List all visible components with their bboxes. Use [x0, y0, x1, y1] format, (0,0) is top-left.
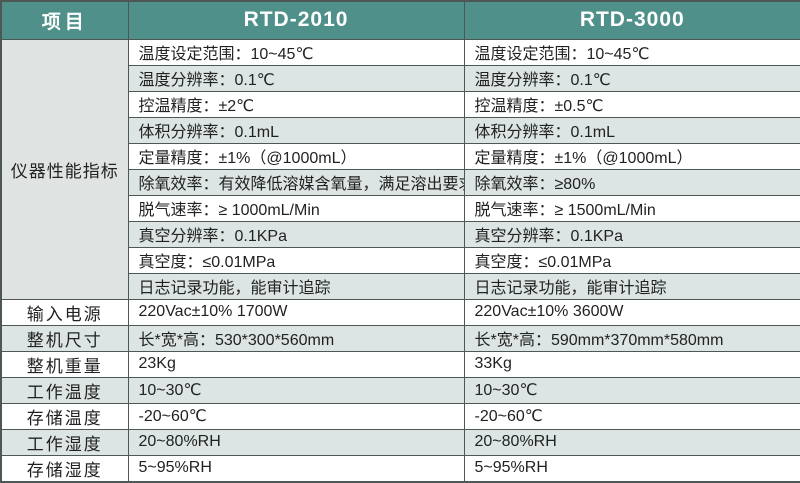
cell-rtd3000-dosing-accuracy: 定量精度：±1%（@1000mL）	[463, 142, 800, 170]
cell-rtd3000-storage-temp: -20~60℃	[463, 402, 800, 430]
cell-rtd2010-working-humidity: 20~80%RH	[127, 428, 465, 456]
table-row: 控温精度：±2℃ 控温精度：±0.5℃	[1, 90, 800, 118]
table-row: 体积分辨率：0.1mL 体积分辨率：0.1mL	[1, 116, 800, 144]
row-label-working-temp: 工作温度	[0, 376, 129, 404]
cell-rtd3000-logging: 日志记录功能，能审计追踪	[463, 272, 800, 300]
cell-rtd3000-volume-resolution: 体积分辨率：0.1mL	[463, 116, 800, 144]
table-row: 工作湿度 20~80%RH 20~80%RH	[0, 428, 800, 456]
header-item: 项目	[0, 0, 129, 40]
cell-rtd3000-vacuum-degree: 真空度：≤0.01MPa	[463, 246, 800, 274]
cell-rtd2010-temp-range: 温度设定范围：10~45℃	[127, 38, 465, 66]
cell-rtd3000-storage-humidity: 5~95%RH	[463, 454, 800, 482]
cell-rtd3000-power: 220Vac±10% 3600W	[463, 298, 800, 326]
table-row: 输入电源 220Vac±10% 1700W 220Vac±10% 3600W	[0, 298, 800, 326]
table-row: 存储湿度 5~95%RH 5~95%RH	[0, 454, 800, 482]
row-label-weight: 整机重量	[0, 350, 129, 378]
table-row: 真空分辨率：0.1KPa 真空分辨率：0.1KPa	[1, 220, 800, 248]
cell-rtd3000-temp-range: 温度设定范围：10~45℃	[463, 38, 800, 66]
cell-rtd3000-weight: 33Kg	[463, 350, 800, 378]
cell-rtd2010-dosing-accuracy: 定量精度：±1%（@1000mL）	[127, 142, 465, 170]
cell-rtd3000-degas-rate: 脱气速率：≥ 1500mL/Min	[463, 194, 800, 222]
cell-rtd2010-dimensions: 长*宽*高：530*300*560mm	[127, 324, 465, 352]
table-row: 存储温度 -20~60℃ -20~60℃	[0, 402, 800, 430]
cell-rtd2010-vacuum-resolution: 真空分辨率：0.1KPa	[127, 220, 465, 248]
cell-rtd2010-degas-rate: 脱气速率：≥ 1000mL/Min	[127, 194, 465, 222]
table-row: 定量精度：±1%（@1000mL） 定量精度：±1%（@1000mL）	[1, 142, 800, 170]
cell-rtd2010-temp-accuracy: 控温精度：±2℃	[127, 90, 465, 118]
table-row: 真空度：≤0.01MPa 真空度：≤0.01MPa	[1, 246, 800, 274]
cell-rtd2010-power: 220Vac±10% 1700W	[127, 298, 465, 326]
cell-rtd3000-temp-accuracy: 控温精度：±0.5℃	[463, 90, 800, 118]
cell-rtd2010-weight: 23Kg	[127, 350, 465, 378]
table-row: 整机尺寸 长*宽*高：530*300*560mm 长*宽*高：590mm*370…	[0, 324, 800, 352]
cell-rtd2010-storage-humidity: 5~95%RH	[127, 454, 465, 482]
cell-rtd2010-deoxygen-efficiency: 除氧效率：有效降低溶媒含氧量，满足溶出要求	[127, 168, 465, 196]
cell-rtd2010-logging: 日志记录功能，能审计追踪	[127, 272, 465, 300]
table-row: 整机重量 23Kg 33Kg	[0, 350, 800, 378]
cell-rtd3000-working-humidity: 20~80%RH	[463, 428, 800, 456]
row-label-working-humidity: 工作湿度	[0, 428, 129, 456]
header-rtd3000: RTD-3000	[463, 0, 800, 40]
cell-rtd3000-deoxygen-efficiency: 除氧效率：≥80%	[463, 168, 800, 196]
cell-rtd3000-dimensions: 长*宽*高：590mm*370mm*580mm	[463, 324, 800, 352]
row-label-storage-humidity: 存储湿度	[0, 454, 129, 482]
table-row: 日志记录功能，能审计追踪 日志记录功能，能审计追踪	[1, 272, 800, 300]
row-label-power: 输入电源	[0, 298, 129, 326]
cell-rtd2010-temp-resolution: 温度分辨率：0.1℃	[127, 64, 465, 92]
row-label-storage-temp: 存储温度	[0, 402, 129, 430]
cell-rtd3000-working-temp: 10~30℃	[463, 376, 800, 404]
cell-rtd3000-temp-resolution: 温度分辨率：0.1℃	[463, 64, 800, 92]
cell-rtd2010-storage-temp: -20~60℃	[127, 402, 465, 430]
cell-rtd2010-vacuum-degree: 真空度：≤0.01MPa	[127, 246, 465, 274]
cell-rtd2010-volume-resolution: 体积分辨率：0.1mL	[127, 116, 465, 144]
table-row: 脱气速率：≥ 1000mL/Min 脱气速率：≥ 1500mL/Min	[1, 194, 800, 222]
header-rtd2010: RTD-2010	[127, 0, 465, 40]
performance-group-label: 仪器性能指标	[0, 38, 129, 300]
cell-rtd2010-working-temp: 10~30℃	[127, 376, 465, 404]
header-row: 项目 RTD-2010 RTD-3000	[0, 0, 800, 40]
table-row: 仪器性能指标 温度设定范围：10~45℃ 温度设定范围：10~45℃	[0, 38, 800, 300]
cell-rtd3000-vacuum-resolution: 真空分辨率：0.1KPa	[463, 220, 800, 248]
row-label-dimensions: 整机尺寸	[0, 324, 129, 352]
table-row: 工作温度 10~30℃ 10~30℃	[0, 376, 800, 404]
